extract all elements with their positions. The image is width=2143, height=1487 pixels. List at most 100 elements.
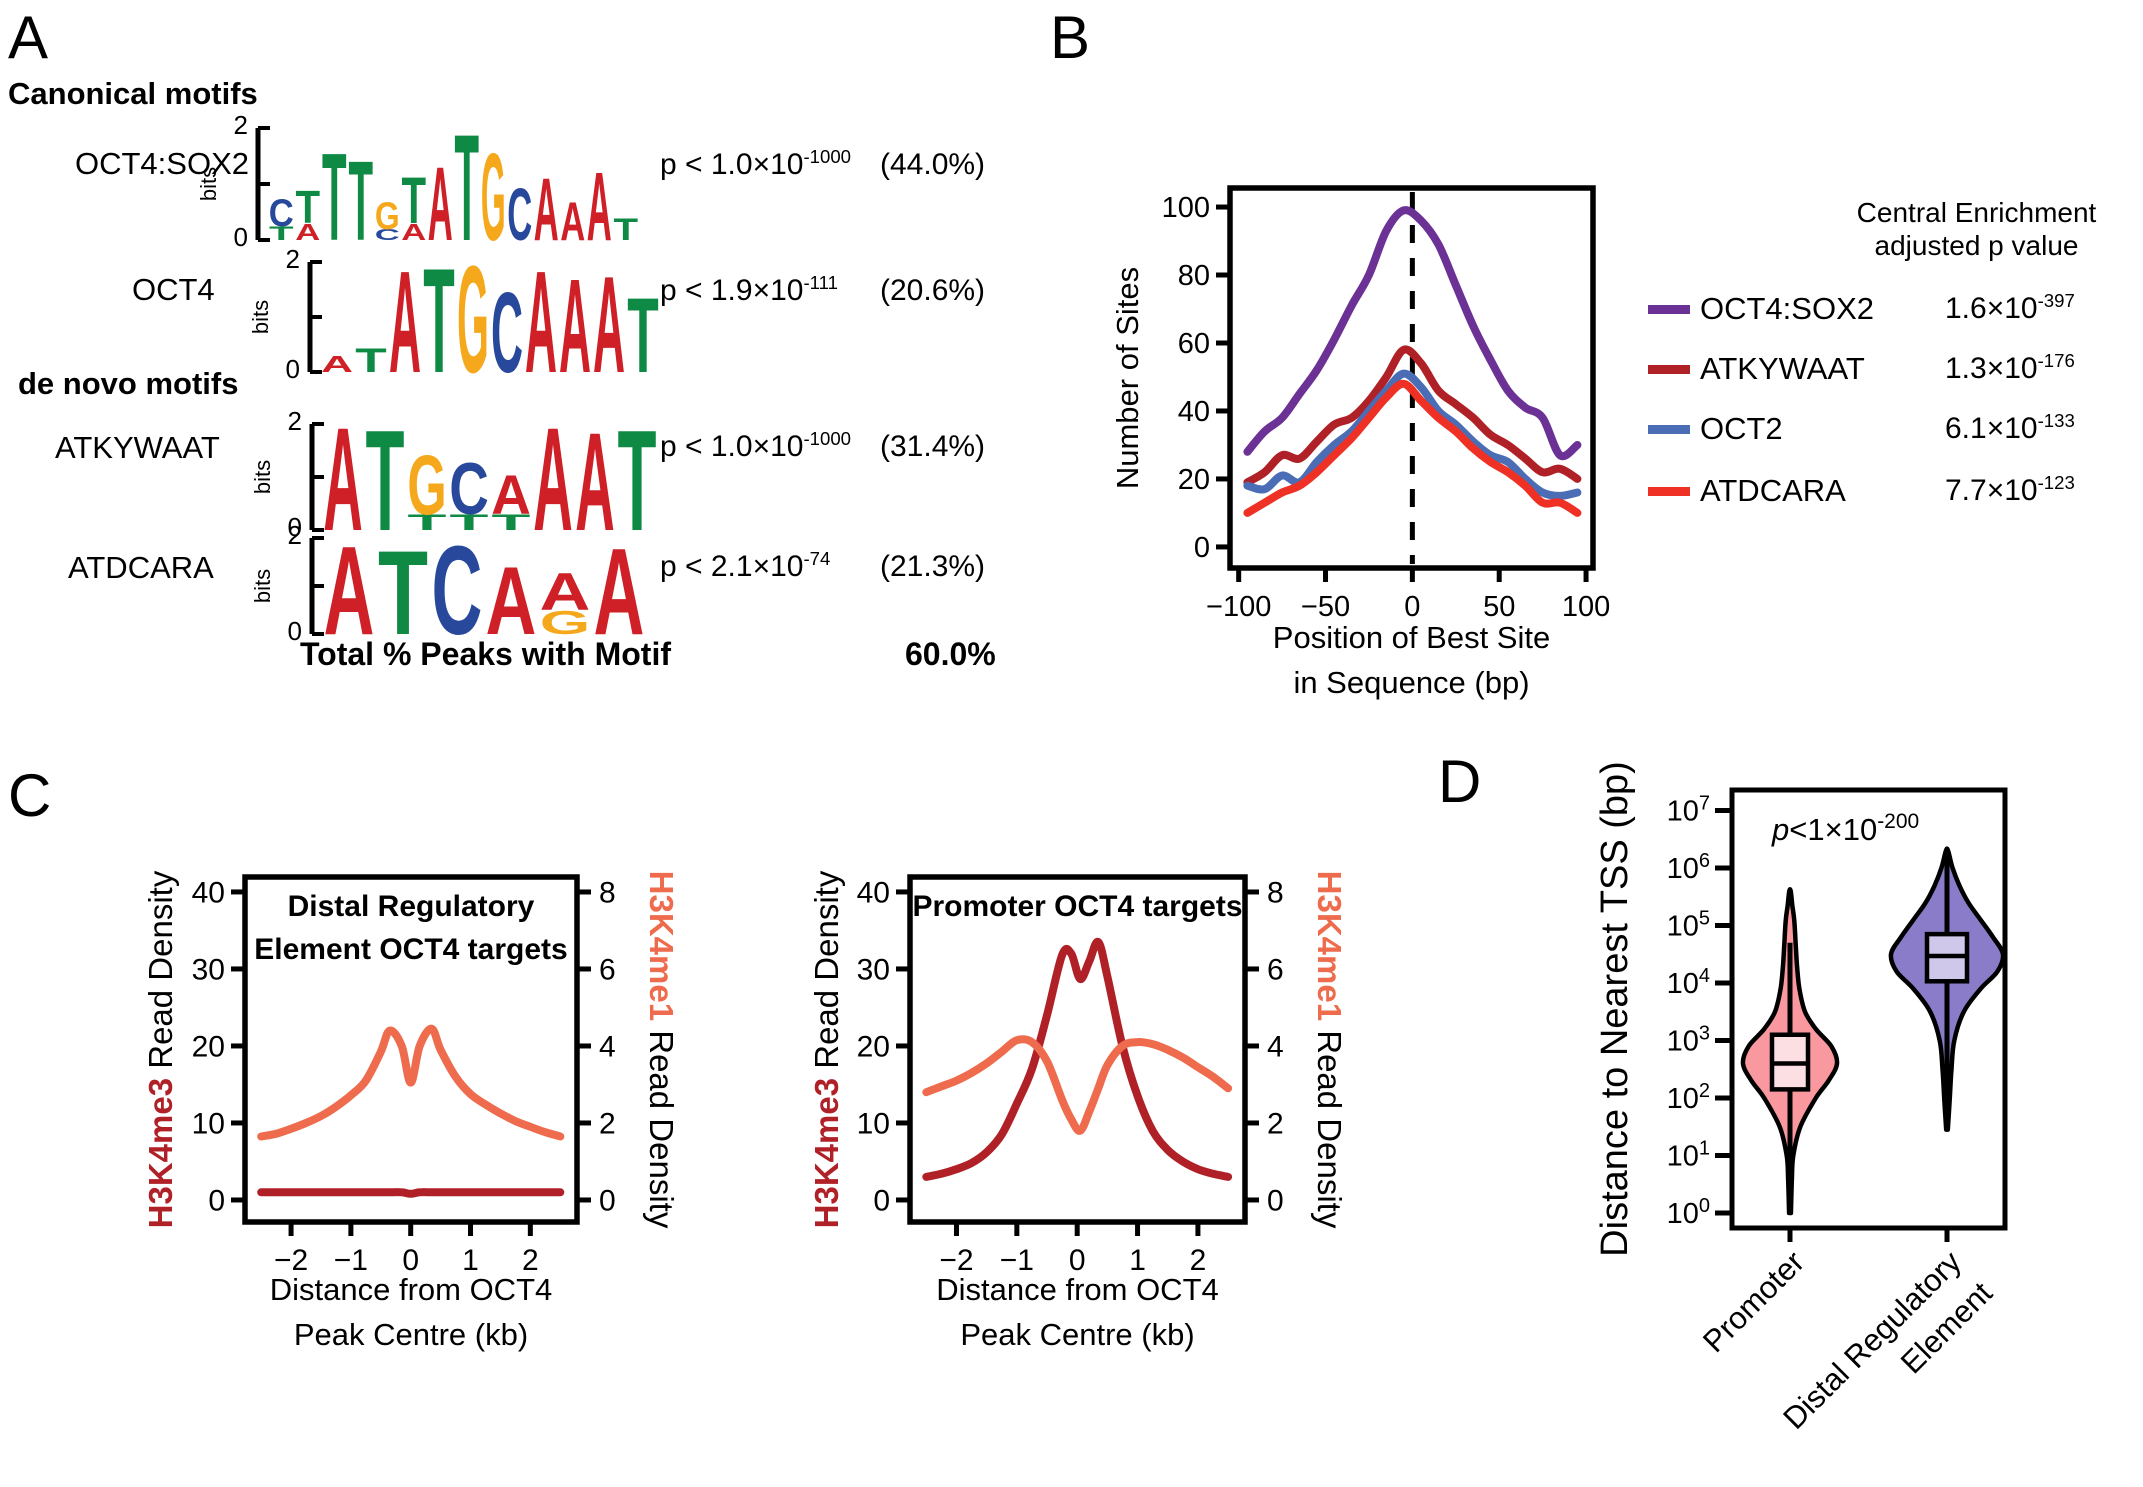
legend-row-atkywaat: ATKYWAAT 1.3×10-176 — [1640, 350, 2143, 388]
legend-row-atdcara: ATDCARA 7.7×10-123 — [1640, 472, 2143, 510]
legend-header: Central Enrichment adjusted p value — [1810, 196, 2143, 262]
y-tick-label: 30 — [857, 953, 890, 986]
canonical-motifs-header: Canonical motifs — [8, 76, 258, 111]
axis-label-H3K4me3: H3K4me3 Read Density — [142, 870, 179, 1228]
y-tick-label: 10 — [857, 1107, 890, 1140]
motif-percent: (31.4%) — [880, 430, 986, 463]
bits-axis-label: bits — [196, 167, 221, 201]
legend-pvalue-exponent: -133 — [2037, 410, 2075, 431]
x-tick-label: 0 — [402, 1244, 419, 1277]
legend-name: ATDCARA — [1700, 473, 1846, 508]
bits-bottom-label: 0 — [288, 512, 302, 542]
x-axis-title: Distance from OCT4 — [936, 1272, 1219, 1307]
logo-letter-A: A — [295, 219, 320, 245]
y-tick-label: 80 — [1178, 260, 1210, 292]
logo-letter-G: G — [481, 129, 506, 267]
pvalue-base: p < 1.0×10 — [660, 430, 804, 463]
bits-top-label: 2 — [286, 244, 300, 274]
logo-letter-G: G — [407, 438, 446, 533]
y-tick-label: 106 — [1667, 850, 1710, 885]
motif-pvalue: p < 1.0×10-1000 — [660, 429, 851, 464]
y-tick-label: 10 — [192, 1107, 225, 1140]
bits-bottom-label: 0 — [288, 616, 302, 646]
logo-letter-A: A — [321, 352, 353, 377]
y-tick-label: 0 — [873, 1184, 890, 1217]
bits-top-label: 2 — [288, 406, 302, 436]
pvalue-base: p < 1.9×10 — [660, 274, 804, 307]
logo-letter-A: A — [593, 248, 625, 401]
chart-panelB: −100 −50 0 50 100 0 20 40 60 80 100 Position of Bes… — [1110, 185, 1610, 700]
category-label: Promoter — [1696, 1244, 1811, 1359]
motif-name-oct4sox2: OCT4:SOX2 — [75, 146, 249, 181]
x-tick-label: 1 — [462, 1244, 479, 1277]
legend-swatch-oct2 — [1648, 425, 1690, 434]
pvalue-base: p < 2.1×10 — [660, 550, 804, 583]
legend-row-oct4sox2: OCT4:SOX2 1.6×10-397 — [1640, 290, 2143, 328]
logo-letter-C: C — [375, 226, 400, 243]
pvalue-exponent: -111 — [803, 272, 838, 293]
chart-title: Element OCT4 targets — [254, 933, 567, 966]
logo-letter-G: G — [540, 604, 591, 641]
legend-pvalue-base: 6.1×10 — [1945, 412, 2038, 445]
plot-border — [242, 874, 580, 1225]
legend-pvalue: 1.3×10-176 — [1945, 350, 2075, 388]
logo-letter-A: A — [594, 524, 645, 662]
x-tick-label: −1 — [334, 1244, 368, 1277]
legend-pvalue-base: 1.3×10 — [1945, 352, 2038, 385]
logo-letter-A: A — [533, 396, 573, 562]
logo-letter-C: C — [449, 447, 489, 530]
logo-letter-G: G — [457, 234, 489, 405]
y-axis-title: Number of Sites — [1110, 267, 1145, 489]
x-tick-label: −100 — [1206, 591, 1271, 623]
y-tick-label: 107 — [1667, 793, 1710, 828]
logo-letter-T: T — [322, 127, 347, 267]
legend-row-oct2: OCT2 6.1×10-133 — [1640, 410, 2143, 448]
series-ATDCARA — [1243, 379, 1582, 517]
legend-pvalue-exponent: -397 — [2037, 290, 2075, 311]
logo-letter-A: A — [401, 219, 426, 245]
y-tick-label: 60 — [1178, 328, 1210, 360]
legend-header-line2: adjusted p value — [1874, 230, 2079, 261]
pvalue-base: p < 1.0×10 — [660, 148, 804, 181]
legend-name: ATKYWAAT — [1700, 351, 1865, 386]
series-H3K4me3 — [922, 937, 1233, 1181]
denovo-motifs-header: de novo motifs — [18, 366, 239, 401]
bits-axis-label: bits — [250, 569, 275, 603]
logo-letter-A: A — [540, 562, 591, 622]
x-tick-label: −2 — [939, 1244, 973, 1277]
significance-annotation: p<1×10-200 — [1771, 810, 1919, 847]
y-tick-label: 30 — [192, 953, 225, 986]
axis-label-H3K4me1: H3K4me1 Read Density — [643, 871, 680, 1229]
motif-percent: (21.3%) — [880, 550, 986, 583]
logo-letter-C: C — [507, 175, 532, 257]
motif-percent: (20.6%) — [880, 274, 986, 307]
logo-letter-C: C — [432, 519, 483, 661]
y-tick-label: 100 — [1667, 1195, 1710, 1230]
x-tick-label: 100 — [1562, 591, 1610, 623]
legend-name: OCT2 — [1700, 411, 1783, 446]
y-right-tick-label: 8 — [1267, 876, 1284, 909]
panel-a-label: A — [8, 4, 49, 71]
logo-letter-A: A — [525, 241, 557, 403]
logo-letter-T: T — [295, 182, 320, 233]
logo-letter-A: A — [389, 241, 421, 403]
axis-label-H3K4me1: H3K4me1 Read Density — [1311, 871, 1348, 1229]
logo-letter-T: T — [618, 401, 657, 561]
motif-name-oct4: OCT4 — [132, 272, 215, 307]
motif-percent: (44.0%) — [880, 148, 986, 181]
chart-title: Promoter OCT4 targets — [912, 890, 1242, 923]
x-tick-label: −1 — [1000, 1244, 1034, 1277]
bits-axis-label: bits — [250, 460, 275, 494]
legend-swatch-atdcara — [1648, 487, 1690, 496]
logo-letter-T: T — [423, 237, 454, 404]
x-axis-title: Peak Centre (kb) — [960, 1317, 1194, 1352]
logo-letter-T: T — [366, 401, 405, 561]
y-right-tick-label: 8 — [599, 876, 616, 909]
legend-pvalue-base: 7.7×10 — [1945, 474, 2038, 507]
legend-header-line1: Central Enrichment — [1856, 197, 2097, 228]
